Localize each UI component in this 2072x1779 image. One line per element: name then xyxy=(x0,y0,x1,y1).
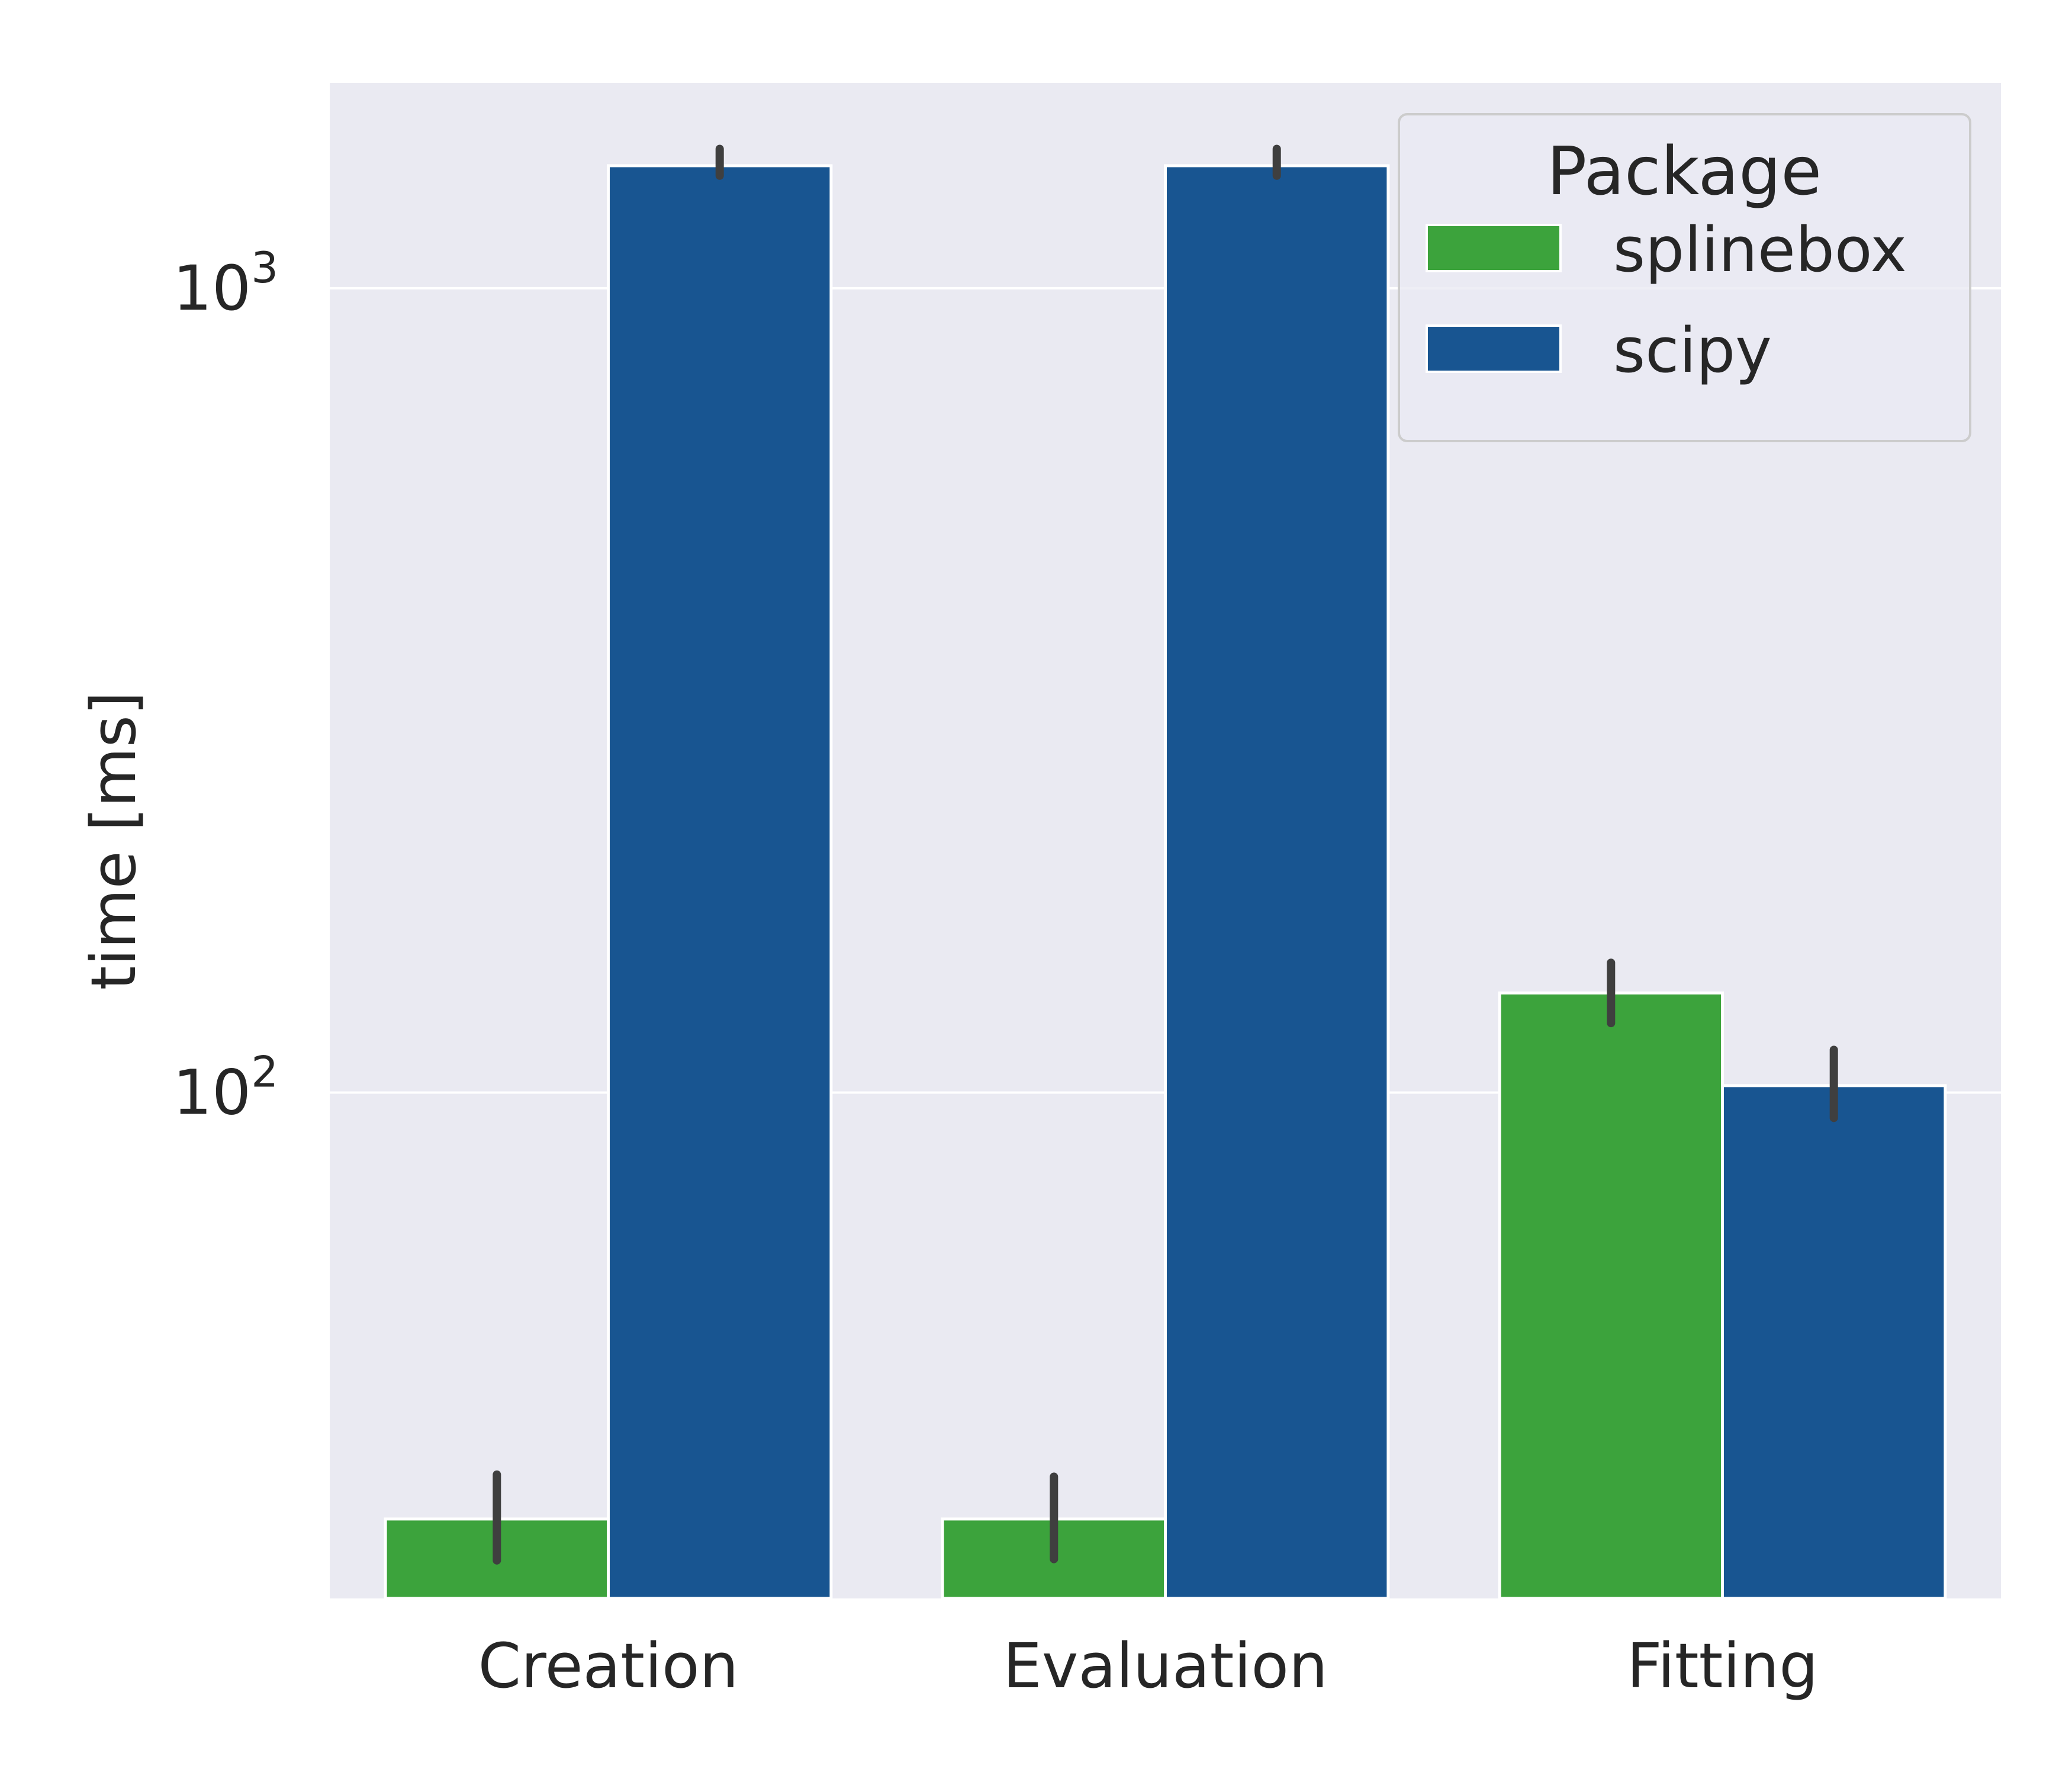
bar-scipy-creation xyxy=(607,164,833,1600)
y-tick-exponent: 2 xyxy=(251,1047,278,1096)
legend-title: Package xyxy=(1547,133,1822,210)
bar-scipy-fitting xyxy=(1721,1084,1947,1600)
y-tick-base: 10 xyxy=(173,252,251,324)
legend-swatch-scipy xyxy=(1426,324,1562,373)
legend-label-splinebox: splinebox xyxy=(1613,214,1907,286)
y-tick-label: 102 xyxy=(173,1047,278,1128)
y-axis-label: time [ms] xyxy=(78,691,150,990)
bar-splinebox-fitting xyxy=(1498,991,1724,1600)
error-bars xyxy=(493,144,1838,1565)
x-tick-label: Evaluation xyxy=(1003,1630,1328,1702)
y-tick-base: 10 xyxy=(173,1056,251,1128)
x-tick-labels: Creation Evaluation Fitting xyxy=(478,1630,1818,1702)
x-tick-label: Fitting xyxy=(1627,1630,1819,1702)
y-tick-label: 103 xyxy=(173,243,278,324)
x-tick-label: Creation xyxy=(478,1630,738,1702)
legend-swatch-splinebox xyxy=(1426,224,1562,272)
legend: Package splinebox scipy xyxy=(1398,113,1971,442)
y-tick-exponent: 3 xyxy=(251,243,278,292)
bars xyxy=(384,164,1947,1600)
legend-label-scipy: scipy xyxy=(1613,314,1772,387)
bar-scipy-evaluation xyxy=(1164,164,1390,1600)
